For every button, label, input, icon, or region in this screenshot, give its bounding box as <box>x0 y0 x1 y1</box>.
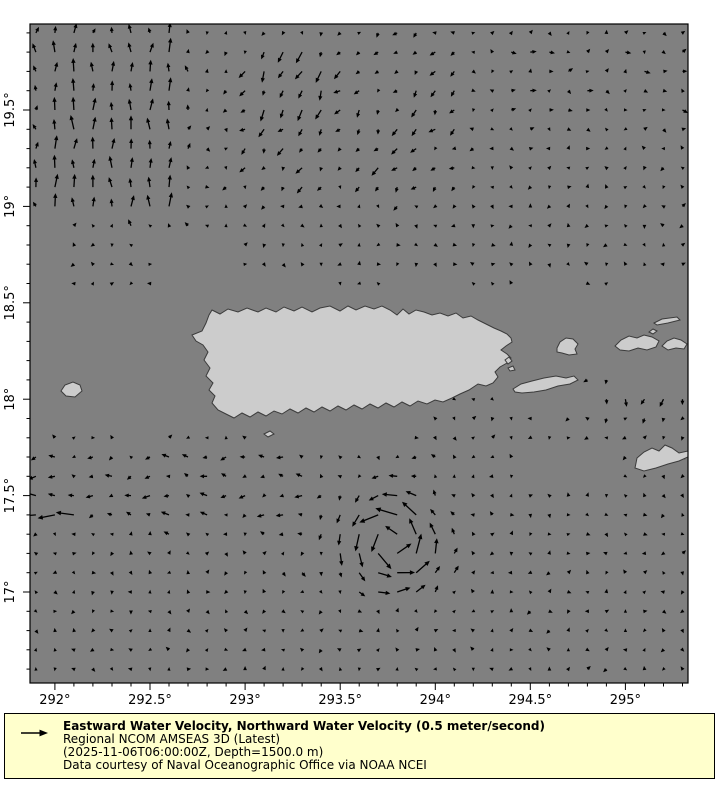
land-layer <box>60 305 688 472</box>
x-axis-labels: 292° 292.5° 293° 293.5° 294° 294.5° 295° <box>39 693 641 708</box>
island-culebra <box>556 337 579 356</box>
y-tick-label: 17° <box>3 580 18 603</box>
y-tick-label: 17.5° <box>3 478 18 513</box>
velocity-map: 292° 292.5° 293° 293.5° 294° 294.5° 295° 17° 17.… <box>3 23 689 708</box>
x-tick-label: 293.5° <box>318 693 362 708</box>
x-tick-label: 293° <box>229 693 260 708</box>
legend-attribution: Data courtesy of Naval Oceanographic Off… <box>63 758 427 772</box>
island-mona-island <box>60 381 83 398</box>
island-islet-south-pr <box>263 430 275 438</box>
legend-box: Eastward Water Velocity, Northward Water… <box>4 713 715 779</box>
x-tick-label: 294.5° <box>508 693 552 708</box>
y-tick-label: 19° <box>3 195 18 218</box>
island-st-john-tortola <box>661 337 688 351</box>
x-tick-label: 295° <box>610 693 641 708</box>
x-axis-ticks <box>54 683 683 690</box>
y-axis-ticks <box>23 32 30 670</box>
y-tick-label: 19.5° <box>3 92 18 127</box>
island-vieques <box>512 375 579 394</box>
island-st-croix <box>634 444 688 472</box>
y-tick-label: 18° <box>3 388 18 411</box>
legend-dataset: Regional NCOM AMSEAS 3D (Latest) <box>63 732 281 746</box>
island-small-island-ne <box>648 328 658 335</box>
island-st-thomas <box>614 334 660 352</box>
y-tick-label: 18.5° <box>3 285 18 320</box>
island-puerto-rico <box>191 305 513 419</box>
island-north-sliver-island <box>653 316 681 326</box>
legend-title: Eastward Water Velocity, Northward Water… <box>63 719 545 733</box>
island-islet-east-pr-2 <box>507 365 516 372</box>
reference-arrow-icon <box>21 729 48 737</box>
x-tick-label: 294° <box>420 693 451 708</box>
x-tick-label: 292° <box>39 693 70 708</box>
island-islet-east-pr-1 <box>504 356 513 365</box>
y-axis-labels: 17° 17.5° 18° 18.5° 19° 19.5° <box>3 92 18 603</box>
legend-time-depth: (2025-11-06T06:00:00Z, Depth=1500.0 m) <box>63 745 324 759</box>
quiver-layer <box>30 24 688 673</box>
x-tick-label: 292.5° <box>128 693 172 708</box>
